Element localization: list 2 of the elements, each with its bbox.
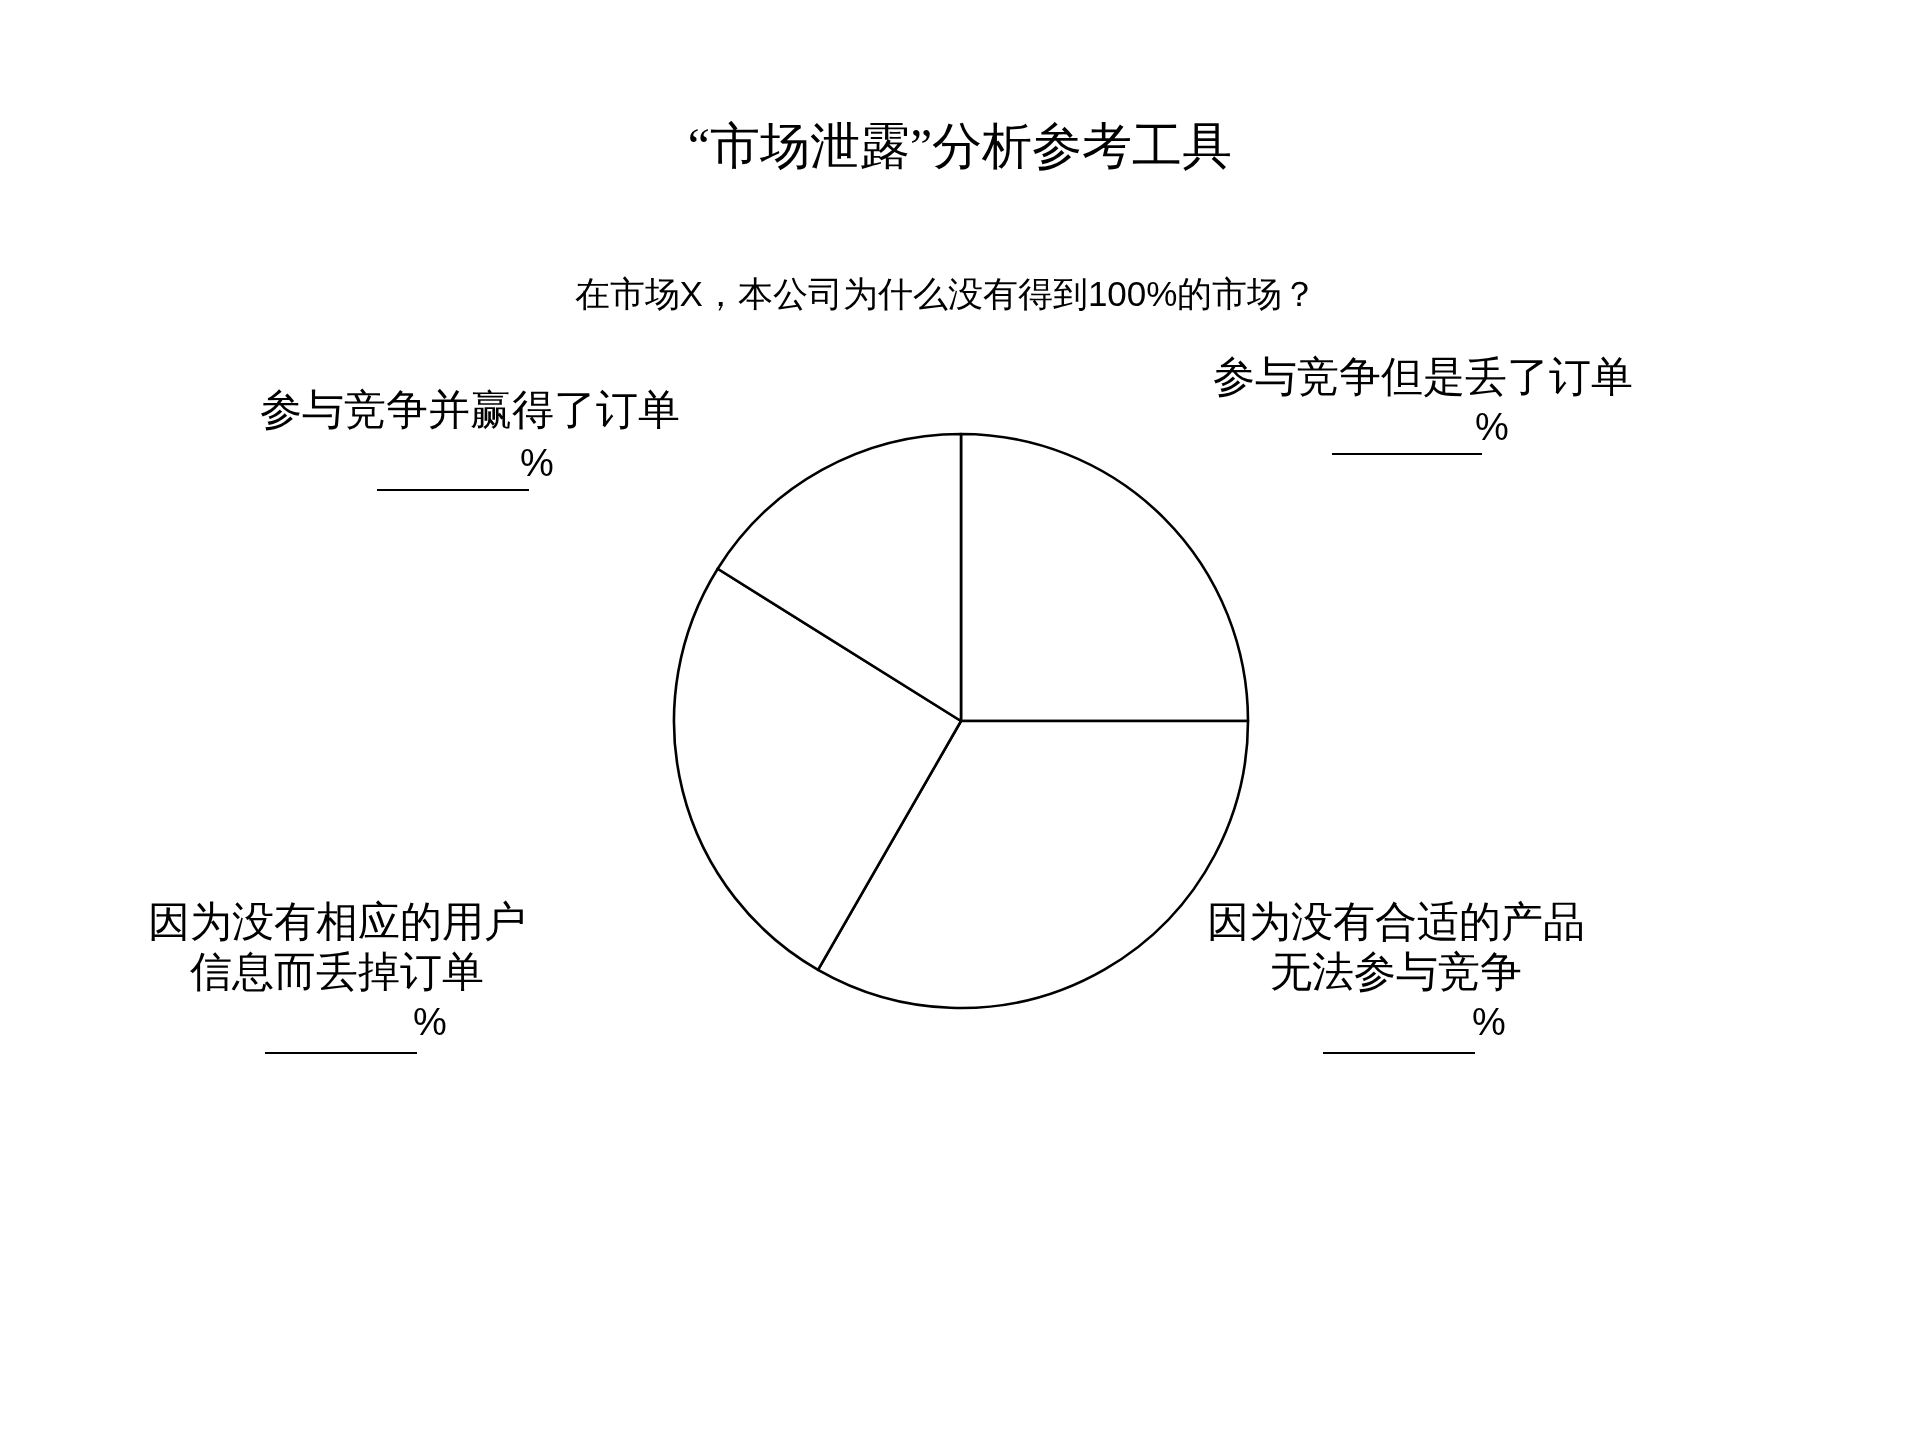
subtitle: 在市场X，本公司为什么没有得到100%的市场？ <box>573 273 1319 315</box>
title: “市场泄露”分析参考工具 <box>686 117 1234 176</box>
